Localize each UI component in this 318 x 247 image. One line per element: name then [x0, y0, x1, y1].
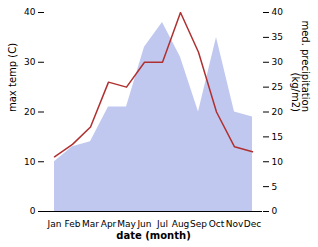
- svg-text:40: 40: [272, 7, 284, 17]
- svg-text:Oct: Oct: [209, 219, 225, 229]
- svg-text:Nov: Nov: [226, 219, 244, 229]
- svg-text:5: 5: [272, 182, 278, 192]
- svg-text:30: 30: [24, 57, 36, 67]
- svg-text:10: 10: [24, 157, 36, 167]
- svg-text:40: 40: [24, 7, 36, 17]
- svg-text:med. precipitation(kg/m2): med. precipitation(kg/m2): [290, 20, 311, 112]
- svg-text:25: 25: [272, 82, 283, 92]
- svg-text:Mar: Mar: [82, 219, 99, 229]
- svg-text:20: 20: [272, 107, 284, 117]
- svg-text:May: May: [117, 219, 136, 229]
- svg-text:Sep: Sep: [190, 219, 207, 229]
- svg-text:Jul: Jul: [156, 219, 168, 229]
- svg-text:Jun: Jun: [136, 219, 151, 229]
- svg-text:0: 0: [30, 206, 36, 216]
- svg-text:max temp (C): max temp (C): [7, 43, 18, 112]
- svg-text:30: 30: [272, 57, 284, 67]
- svg-text:Dec: Dec: [244, 219, 261, 229]
- svg-text:15: 15: [272, 132, 283, 142]
- svg-text:Apr: Apr: [101, 219, 117, 229]
- svg-text:date (month): date (month): [116, 230, 190, 241]
- svg-text:20: 20: [24, 107, 36, 117]
- svg-text:Jan: Jan: [47, 219, 62, 229]
- svg-text:Aug: Aug: [172, 219, 190, 229]
- svg-text:0: 0: [272, 206, 278, 216]
- svg-text:35: 35: [272, 32, 283, 42]
- svg-text:Feb: Feb: [65, 219, 81, 229]
- svg-text:10: 10: [272, 157, 284, 167]
